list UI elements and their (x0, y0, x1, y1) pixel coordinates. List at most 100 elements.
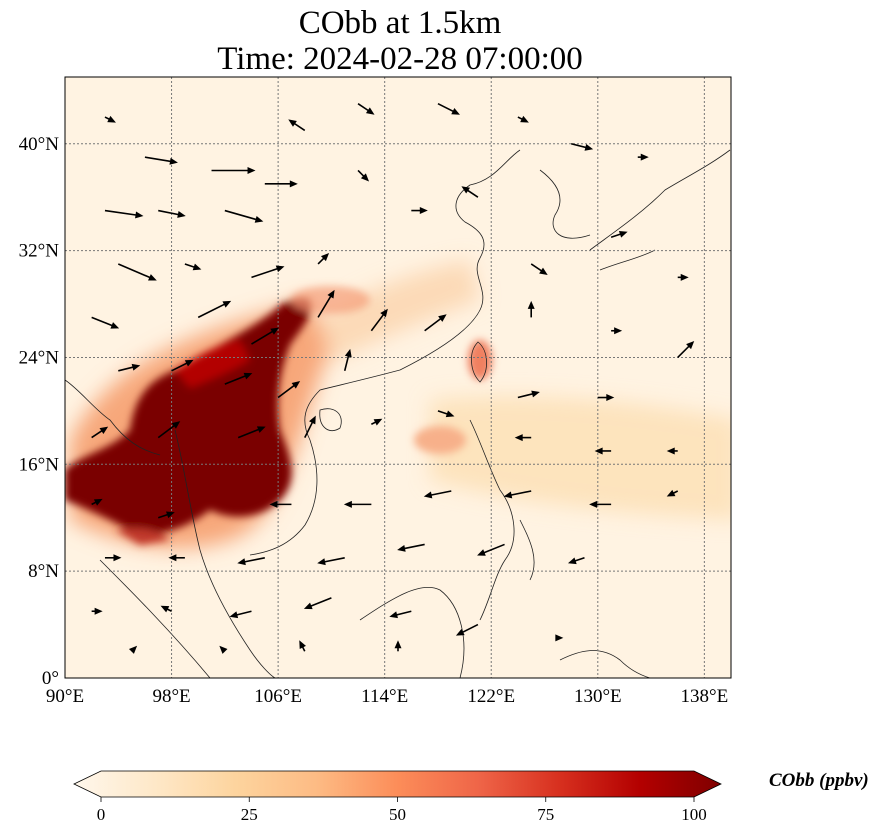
wind-arrow (91, 316, 120, 329)
wind-arrow (91, 498, 103, 506)
colorbar: 0 25 50 75 100 (73, 770, 722, 824)
wind-arrow (303, 597, 332, 610)
wind-arrow (477, 543, 505, 556)
wind-arrow (424, 314, 447, 332)
wind-arrow (611, 327, 623, 335)
wind-arrow (530, 263, 548, 275)
wind-arrow (423, 490, 452, 499)
malay-peninsula (174, 429, 276, 678)
wind-arrow (610, 230, 628, 239)
wind-arrow (251, 327, 279, 345)
myanmar-coast (65, 379, 161, 456)
wind-arrow (104, 554, 122, 562)
wind-arrow (567, 557, 585, 565)
wind-arrow (224, 209, 264, 223)
wind-arrow (304, 415, 316, 438)
borneo-outline (359, 586, 465, 678)
colorbar-tick-label: 75 (537, 805, 554, 824)
wind-arrow (160, 605, 172, 613)
wind-arrow (517, 390, 540, 399)
wind-arrow (317, 557, 345, 566)
wind-arrow (219, 645, 228, 654)
wind-arrow (288, 119, 306, 132)
map-title: CObb at 1.5km (298, 5, 502, 41)
wind-arrow (251, 265, 285, 279)
map-frame (64, 76, 732, 679)
wind-arrow (269, 500, 292, 508)
lon-tick-label: 130°E (574, 686, 622, 707)
colorbar-label: CObb (ppbv) (769, 770, 869, 791)
wind-arrow (389, 610, 412, 619)
wind-arrow (118, 363, 141, 372)
china-coast (249, 149, 521, 556)
wind-arrow (437, 102, 460, 115)
south-china-band (300, 260, 480, 370)
wind-arrow (157, 511, 175, 519)
wind-arrow (527, 300, 535, 318)
wind-vectors (91, 102, 695, 654)
new-guinea-outline (559, 650, 651, 678)
wind-arrow (555, 634, 564, 642)
wind-arrow (104, 115, 116, 123)
wind-arrow (144, 156, 178, 165)
wind-arrow (371, 418, 383, 426)
gridlines (64, 77, 731, 679)
wind-arrow (168, 554, 185, 562)
wind-arrow (343, 500, 372, 508)
taiwan-outline (471, 341, 487, 383)
lat-tick-label: 32°N (19, 241, 60, 262)
wind-arrow (104, 209, 144, 219)
wind-arrow (437, 410, 455, 418)
lon-tick-label: 90°E (46, 686, 84, 707)
wind-arrow (128, 645, 138, 654)
wind-arrow (317, 252, 330, 265)
wind-arrow (394, 640, 402, 652)
wind-arrow (677, 340, 695, 359)
lat-tick-label: 8°N (28, 561, 59, 582)
wind-arrow (157, 421, 181, 439)
wind-arrow (224, 372, 253, 385)
lon-tick-label: 138°E (681, 686, 729, 707)
colorbar-tick-label: 100 (681, 805, 707, 824)
wind-arrow (357, 103, 375, 115)
wind-arrow (211, 166, 256, 174)
lat-tick-label: 40°N (19, 134, 60, 155)
wind-arrow (197, 300, 232, 319)
wind-arrow (237, 557, 265, 566)
wind-arrow (570, 143, 594, 151)
lon-tick-label: 114°E (361, 686, 408, 707)
wind-arrow (461, 186, 479, 198)
wind-arrow (237, 426, 266, 439)
map-subtitle-time: Time: 2024-02-28 07:00:00 (217, 41, 583, 77)
luzon-strait-hotspot (414, 426, 466, 454)
wind-arrow (171, 359, 194, 372)
wind-arrow (666, 447, 678, 455)
philippines-outline (469, 419, 535, 621)
lat-tick-label: 0° (42, 668, 59, 689)
wind-arrow (411, 207, 428, 215)
colorbar-tick-label: 0 (97, 805, 106, 824)
lon-tick-label: 106°E (254, 686, 302, 707)
wind-arrow (357, 169, 370, 182)
wind-arrow (229, 610, 252, 619)
lon-tick-labels: 90°E 98°E 106°E 114°E 122°E 130°E 138°E (46, 686, 728, 707)
wind-arrow (677, 273, 689, 281)
plume-edge (175, 340, 250, 388)
lon-tick-label: 122°E (467, 686, 515, 707)
colorbar-tick-label: 50 (389, 805, 406, 824)
colorbar-body (73, 770, 722, 798)
wind-arrow (277, 381, 301, 399)
lat-tick-label: 24°N (19, 347, 60, 368)
coastlines (65, 149, 731, 678)
wind-arrow (158, 209, 186, 218)
wind-arrow (455, 623, 479, 636)
colorbar-tick-label: 25 (241, 805, 258, 824)
wind-arrow (637, 153, 649, 161)
wind-arrow (184, 263, 202, 271)
lon-tick-label: 98°E (152, 686, 190, 707)
wind-arrow (503, 490, 532, 499)
hainan-outline (319, 408, 342, 432)
wind-arrow (589, 500, 612, 508)
wind-arrow (594, 447, 612, 455)
